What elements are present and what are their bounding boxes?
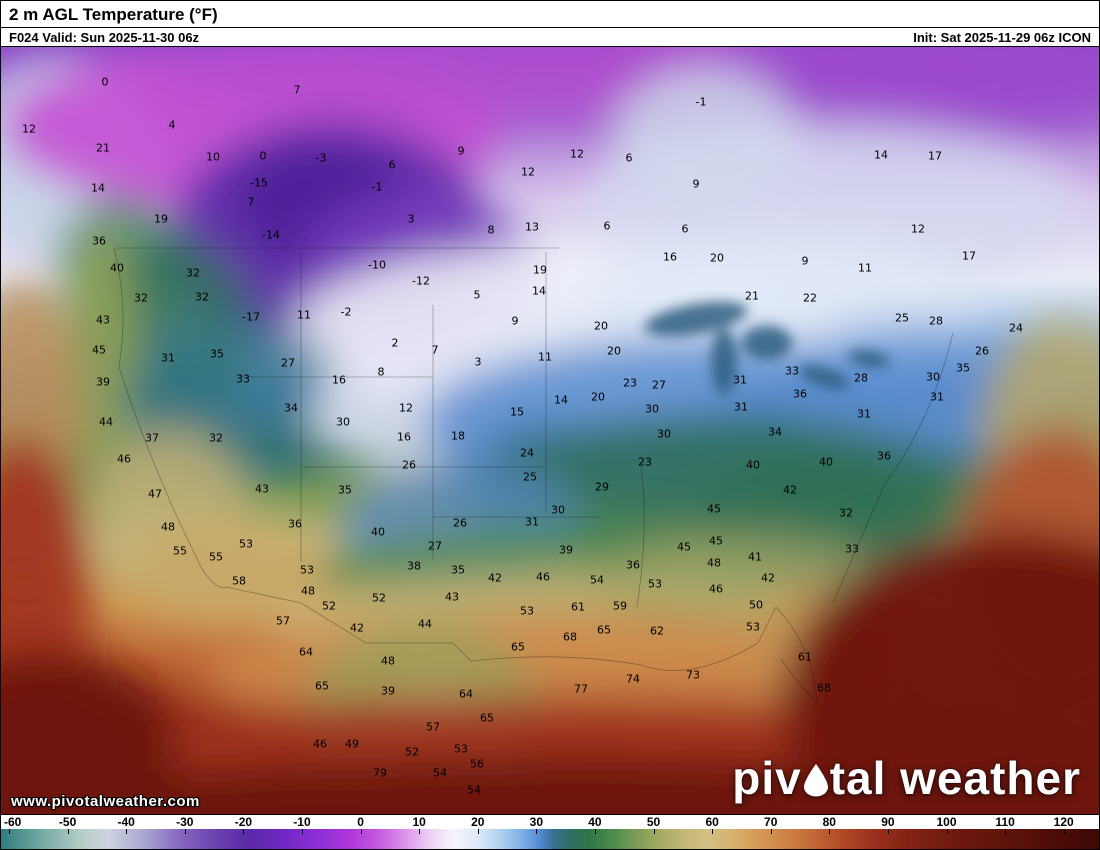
colorbar-tick-mark [67, 829, 69, 834]
model-init-label: Init: Sat 2025-11-29 06z ICON [913, 30, 1091, 45]
colorbar-tick-mark [301, 829, 303, 834]
colorbar-tick-label: -40 [117, 815, 135, 829]
colorbar-tick-label: 20 [471, 815, 485, 829]
colorbar-tick-label: 10 [412, 815, 426, 829]
colorbar-tick-mark [1063, 829, 1065, 834]
temperature-field [1, 47, 1099, 816]
colorbar-tick-mark [946, 829, 948, 834]
colorbar-tick-mark [770, 829, 772, 834]
colorbar-tick-mark [360, 829, 362, 834]
colorbar-tick-mark [653, 829, 655, 834]
colorbar-tick-mark [1005, 829, 1007, 834]
droplet-icon [803, 754, 829, 808]
colorbar-tick-label: -30 [176, 815, 194, 829]
colorbar-tick-label: 80 [822, 815, 836, 829]
colorbar-tick-mark [126, 829, 128, 834]
temperature-map[interactable] [1, 47, 1099, 816]
forecast-valid-label: F024 Valid: Sun 2025-11-30 06z [9, 30, 200, 45]
colorbar-tick-label: 30 [529, 815, 544, 829]
colorbar-gradient [1, 829, 1099, 849]
colorbar-tick-label: 70 [764, 815, 778, 829]
brand-text-right: tal weather [829, 752, 1081, 804]
colorbar-tick-mark [184, 829, 186, 834]
map-header: 2 m AGL Temperature (°F) F024 Valid: Sun… [1, 1, 1099, 47]
field-blobs [1, 47, 1099, 816]
colorbar-tick-label: -20 [234, 815, 253, 829]
colorbar-tick-label: 40 [588, 815, 602, 829]
colorbar-tick-label: 0 [357, 815, 364, 829]
colorbar-tick-mark [712, 829, 714, 834]
colorbar-ticks: -60 -50 -40 -30 -20 -10 0 10 20 30 40 50 60 70 80 90 100… [1, 815, 1099, 829]
colorbar-tick-mark [9, 829, 10, 834]
colorbar-tick-label: 100 [936, 815, 957, 829]
colorbar-tick-label: -50 [58, 815, 77, 829]
great-lakes [644, 301, 890, 395]
colorbar-tick-label: 60 [705, 815, 719, 829]
brand-watermark: piv tal weather [732, 751, 1081, 805]
colorbar-tick-mark [419, 829, 421, 834]
colorbar-tick-mark [536, 829, 538, 834]
colorbar-tick-mark [243, 829, 245, 834]
colorbar-tick-mark [594, 829, 596, 834]
colorbar-tick-label: 50 [646, 815, 661, 829]
site-watermark: www.pivotalweather.com [11, 793, 200, 810]
temperature-colorbar: -60 -50 -40 -30 -20 -10 0 10 20 30 40 50 60 70 80 90 100… [1, 814, 1099, 849]
colorbar-tick-mark [477, 829, 479, 834]
page-title: 2 m AGL Temperature (°F) [9, 5, 218, 24]
state-boundaries [113, 247, 954, 703]
header-subrow: F024 Valid: Sun 2025-11-30 06z Init: Sat… [1, 27, 1099, 46]
colorbar-tick-label: -60 [4, 815, 22, 829]
colorbar-tick-mark [829, 829, 831, 834]
colorbar-tick-label: -10 [293, 815, 311, 829]
colorbar-tick-label: 110 [995, 815, 1015, 829]
colorbar-tick-label: 90 [881, 815, 895, 829]
brand-text-left: piv [732, 752, 802, 804]
colorbar-tick-label: 120 [1053, 815, 1074, 829]
colorbar-tick-mark [887, 829, 889, 834]
